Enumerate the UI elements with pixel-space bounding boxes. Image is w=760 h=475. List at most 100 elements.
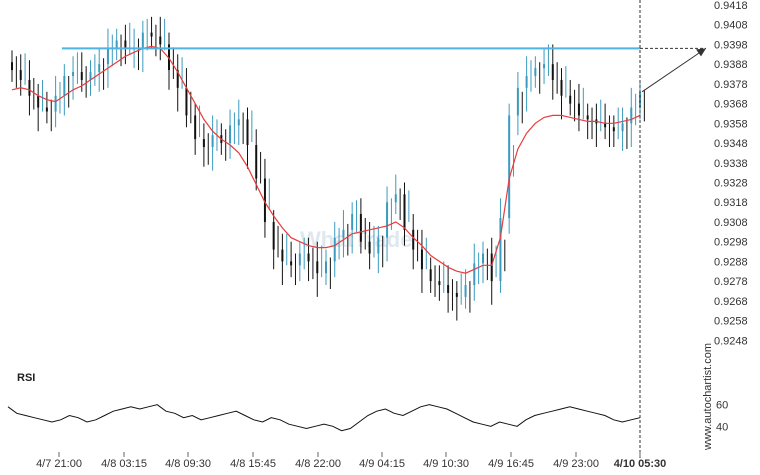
- arrow-head: [696, 48, 706, 57]
- candle-body: [412, 229, 415, 250]
- price-tick-label: 0.9248: [714, 335, 748, 347]
- time-tick-label: 4/9 10:30: [423, 458, 469, 470]
- time-tick-label: 4/8 03:15: [101, 458, 147, 470]
- candle-body: [325, 261, 327, 274]
- price-tick-label: 0.9278: [714, 276, 748, 288]
- candle-body: [604, 123, 607, 128]
- candle-body: [447, 285, 450, 293]
- rsi-tick-label: 40: [716, 421, 728, 433]
- candle-body: [150, 32, 153, 37]
- candle-body: [577, 103, 580, 116]
- price-tick-label: 0.9408: [714, 20, 748, 32]
- candle-body: [307, 253, 310, 262]
- rsi-line: [7, 404, 641, 432]
- candle-body: [141, 32, 144, 49]
- candle-body: [342, 229, 345, 238]
- projection-arrow: [641, 51, 701, 93]
- candle-body: [516, 87, 519, 116]
- candle-body: [612, 127, 615, 132]
- candle-body: [473, 263, 476, 286]
- candle-body: [80, 72, 83, 80]
- candle-body: [368, 241, 371, 254]
- time-tick-label: 4/9 16:45: [488, 458, 534, 470]
- time-tick-label: 4/8 09:30: [165, 458, 211, 470]
- candle-body: [420, 249, 423, 270]
- price-tick-label: 0.9268: [714, 296, 748, 308]
- candle-body: [168, 44, 170, 71]
- candle-body: [455, 292, 458, 297]
- candle-body: [63, 76, 66, 96]
- candle-body: [499, 218, 502, 282]
- candle-body: [89, 72, 92, 80]
- candle-body: [525, 76, 528, 88]
- price-tick-label: 0.9358: [714, 118, 748, 130]
- candle-body: [159, 36, 162, 45]
- time-tick-label: 4/9 04:15: [359, 458, 405, 470]
- candle-body: [586, 115, 589, 120]
- candle-body: [45, 107, 48, 112]
- candle-body: [176, 70, 179, 88]
- candle-body: [508, 115, 511, 218]
- price-tick-label: 0.9308: [714, 217, 748, 229]
- time-tick-label: 4/10 05:30: [614, 458, 667, 470]
- watermark-vertical-label: www.autochartist.com: [702, 343, 714, 451]
- candle-body: [106, 48, 109, 65]
- candle-body: [272, 221, 275, 250]
- moving-average-line: [11, 45, 641, 274]
- candle-body: [639, 91, 641, 108]
- candle-body: [255, 145, 258, 179]
- candle-body: [237, 119, 240, 126]
- candle-body: [229, 125, 232, 144]
- candle-body: [11, 62, 13, 71]
- candle-body: [115, 40, 118, 49]
- candle-body: [394, 194, 397, 203]
- price-tick-label: 0.9318: [714, 197, 748, 209]
- candle-body: [543, 64, 546, 69]
- candle-body: [185, 87, 188, 116]
- time-tick-label: 4/8 22:00: [295, 458, 341, 470]
- candle-body: [490, 253, 493, 282]
- rsi-label: RSI: [17, 372, 35, 384]
- candles: [11, 16, 645, 321]
- candle-body: [630, 107, 633, 124]
- candle-body: [194, 115, 197, 140]
- price-tick-label: 0.9348: [714, 138, 748, 150]
- candle-body: [386, 202, 389, 238]
- candle-body: [569, 95, 572, 104]
- candle-body: [37, 95, 40, 108]
- candle-body: [281, 249, 284, 262]
- candle-body: [403, 194, 406, 230]
- candle-body: [560, 79, 563, 96]
- candle-body: [19, 70, 22, 80]
- candle-body: [621, 123, 624, 132]
- price-axis: 0.9418 0.9408 0.9398 0.9388 0.9378 0.9368 0.93…: [714, 0, 748, 347]
- candle-body: [28, 79, 31, 96]
- price-tick-label: 0.9418: [714, 0, 748, 12]
- candle-body: [246, 119, 249, 146]
- candle-body: [290, 261, 293, 266]
- candle-body: [72, 72, 75, 76]
- candle-body: [316, 261, 319, 274]
- time-axis: 4/7 21:00 4/8 03:15 4/8 09:30 4/8 15:45 4/8 …: [36, 452, 666, 470]
- price-tick-label: 0.9378: [714, 79, 748, 91]
- price-tick-label: 0.9328: [714, 178, 748, 190]
- candle-body: [534, 68, 537, 76]
- candle-body: [438, 281, 441, 286]
- price-tick-label: 0.9398: [714, 39, 748, 51]
- time-tick-label: 4/8 15:45: [230, 458, 276, 470]
- candle-body: [202, 139, 205, 147]
- candle-body: [351, 214, 354, 230]
- candle-body: [482, 253, 484, 264]
- candle-body: [551, 64, 554, 80]
- rsi-axis: 60 40: [716, 400, 728, 434]
- time-tick-label: 4/7 21:00: [36, 458, 82, 470]
- price-tick-label: 0.9288: [714, 256, 748, 268]
- candle-body: [298, 253, 301, 266]
- rsi-tick-label: 60: [716, 400, 728, 412]
- price-tick-label: 0.9338: [714, 158, 748, 170]
- time-tick-label: 4/9 23:00: [553, 458, 599, 470]
- price-tick-label: 0.9298: [714, 237, 748, 249]
- candle-body: [429, 269, 432, 282]
- candle-body: [98, 64, 101, 73]
